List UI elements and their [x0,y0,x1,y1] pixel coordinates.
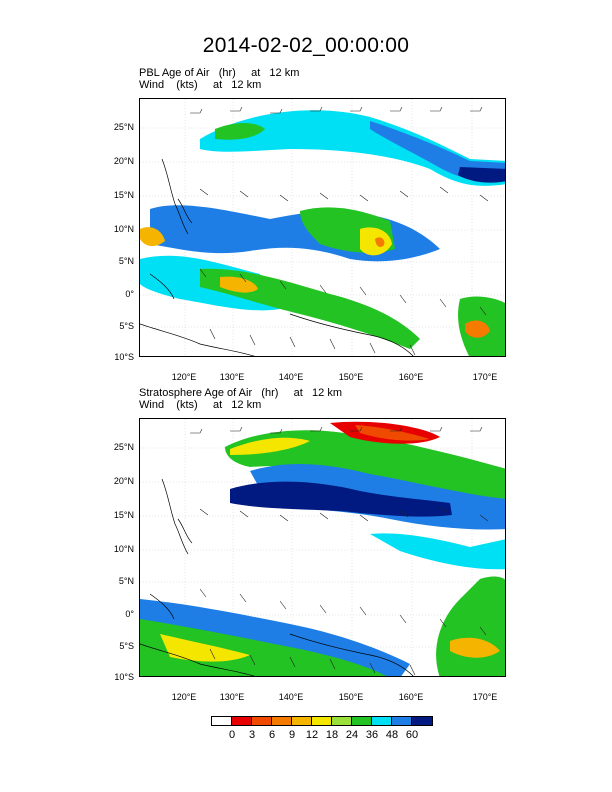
pbl-lat-label-15n: 15°N [113,190,134,200]
pbl-lon-label-150e: 150°E [338,372,364,382]
legend-label-60: 60 [405,729,419,741]
legend-label-18: 18 [325,729,339,741]
legend-label-48: 48 [385,729,399,741]
pbl-lat-label-20n: 20°N [113,156,134,166]
legend-label-36: 36 [365,729,379,741]
stratosphere-age-map [139,418,506,677]
pbl-lon-label-170e: 170°E [472,372,498,382]
strat-lat-label-5s: 5°S [119,641,134,651]
strat-map-svg [140,419,505,676]
panel2-title: Stratosphere Age of Air (hr) at 12 km Wi… [139,387,342,411]
pbl-lon-label-160e: 160°E [398,372,424,382]
legend-swatch-4 [292,717,312,725]
pbl-lon-label-140e: 140°E [278,372,304,382]
legend-label-9: 9 [288,729,296,741]
strat-lat-label-25n: 25°N [113,442,134,452]
main-title: 2014-02-02_00:00:00 [202,34,410,57]
coastlines [140,478,414,676]
pbl-lon-label-130e: 130°E [219,372,245,382]
panel1-title-line1: PBL Age of Air (hr) at 12 km [139,67,300,79]
strat-lon-label-150e: 150°E [338,692,364,702]
coastlines [140,158,414,356]
legend-swatch-6 [332,717,352,725]
legend-swatch-9 [392,717,412,725]
panel1-title: PBL Age of Air (hr) at 12 km Wind (kts) … [139,67,299,91]
strat-lat-label-0: 0° [125,609,134,619]
pbl-lat-label-5s: 5°S [119,321,134,331]
pbl-lat-label-25n: 25°N [113,122,134,132]
strat-lon-label-170e: 170°E [472,692,498,702]
panel2-title-line1: Stratosphere Age of Air (hr) at 12 km [139,387,342,399]
strat-lon-label-140e: 140°E [278,692,304,702]
strat-lat-label-5n: 5°N [118,576,134,586]
strat-lat-label-10n: 10°N [113,544,134,554]
strat-lat-label-20n: 20°N [113,476,134,486]
pbl-lon-label-120e: 120°E [171,372,197,382]
legend-label-0: 0 [228,729,236,741]
age-field [140,110,505,356]
strat-lat-label-10s: 10°S [114,672,134,682]
strat-lon-label-120e: 120°E [171,692,197,702]
legend-label-12: 12 [305,729,319,741]
wind-barbs [190,106,489,356]
legend-swatch-2 [252,717,272,725]
strat-lat-label-15n: 15°N [113,510,134,520]
strat-lon-label-160e: 160°E [398,692,424,702]
pbl-lat-label-10n: 10°N [113,224,134,234]
legend-swatch-1 [232,717,252,725]
color-legend [211,716,433,726]
panel2-title-line2: Wind (kts) at 12 km [139,399,262,411]
legend-swatch-10 [412,717,432,725]
pbl-lat-label-5n: 5°N [118,256,134,266]
legend-swatch-7 [352,717,372,725]
legend-label-24: 24 [345,729,359,741]
legend-swatch-3 [272,717,292,725]
legend-swatch-8 [372,717,392,725]
age-field [140,421,505,676]
pbl-lat-label-10s: 10°S [114,352,134,362]
pbl-lat-label-0: 0° [125,289,134,299]
legend-label-6: 6 [268,729,276,741]
legend-label-3: 3 [248,729,256,741]
legend-swatch-5 [312,717,332,725]
pbl-age-map [139,98,506,357]
pbl-map-svg [140,99,505,356]
legend-swatch-0 [212,717,232,725]
panel1-title-line2: Wind (kts) at 12 km [139,79,262,91]
wind-barbs [190,426,489,676]
strat-lon-label-130e: 130°E [219,692,245,702]
